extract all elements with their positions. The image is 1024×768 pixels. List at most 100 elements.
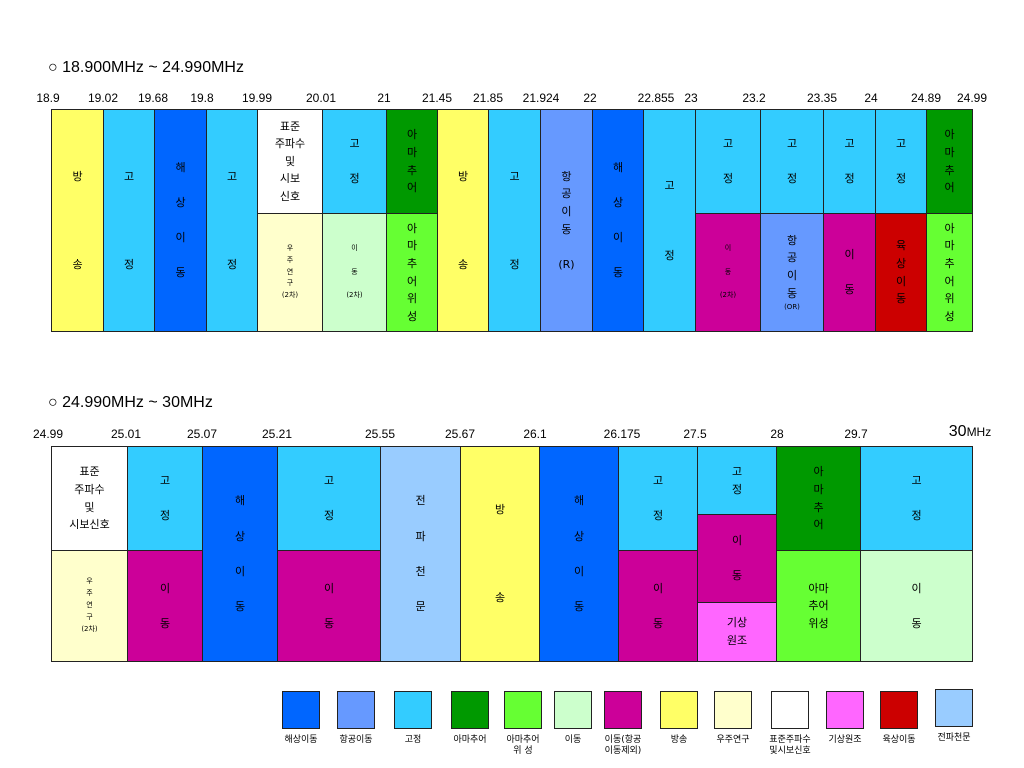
band-cell-label: 고 정 <box>652 474 664 523</box>
band-cell-label: 해 상 이 동 <box>234 494 246 613</box>
band-cell-label: 아 마 추 어 <box>406 128 418 195</box>
band-cell-label: 아 마 추 어 <box>813 465 824 532</box>
freq-label-21: 21 <box>377 91 391 105</box>
band-cell-label: 표준 주파수 및 시보 신호 <box>274 119 306 203</box>
freq-label-21-85: 21.85 <box>472 91 504 105</box>
band-cell-space: 우 주 연 구 (2차) <box>257 213 323 332</box>
band-cell-label: 우 주 연 구 (2차) <box>281 243 299 300</box>
band-cell-label: 고 정 <box>911 474 922 523</box>
freq-label-27-5: 27.5 <box>683 427 707 441</box>
band-cell-label: 아 마 추 어 <box>944 128 955 195</box>
legend-label: 우주연구 <box>716 735 750 745</box>
freq-label-21-45: 21.45 <box>421 91 453 105</box>
freq-label-23-2: 23.2 <box>742 91 766 105</box>
legend-label: 항공이동 <box>339 735 373 745</box>
band-cell-label: 방 송 <box>494 503 506 605</box>
band-cell-label: 항 공 이 동 (OR) <box>784 232 800 314</box>
band-cell-radioastro: 전 파 천 문 <box>380 446 461 662</box>
freq-label-23: 23 <box>684 91 698 105</box>
legend-swatch-maritime <box>282 691 320 729</box>
band-cell-label: 이 동 <box>731 534 743 583</box>
band-cell-aero: 항 공 이 동 (OR) <box>760 213 824 332</box>
band-cell-space: 우 주 연 구 (2차) <box>51 550 128 662</box>
legend-swatch-mobile-ex <box>604 691 642 729</box>
band-cell-amateur: 아 마 추 어 <box>386 109 438 214</box>
band-cell-label: 이 동 <box>159 581 171 630</box>
legend-swatch-std <box>771 691 809 729</box>
legend-swatch-meteo <box>826 691 864 729</box>
freq-label-25-21: 25.21 <box>261 427 293 441</box>
freq-label-25-67: 25.67 <box>444 427 476 441</box>
legend-swatch-fixed <box>394 691 432 729</box>
freq-label-18-9: 18.9 <box>36 91 60 105</box>
band-cell-fixed: 고 정 <box>643 109 696 332</box>
band-cell-label: 고 정 <box>226 169 238 271</box>
freq-label-22-855: 22.855 <box>637 91 675 105</box>
legend-swatch-aero <box>337 691 375 729</box>
legend-label: 아마추어 <box>453 735 487 745</box>
band-cell-land: 육 상 이 동 <box>875 213 927 332</box>
freq-label-25-07: 25.07 <box>186 427 218 441</box>
band-cell-fixed: 고 정 <box>488 109 541 332</box>
band-cell-label: 해 상 이 동 <box>573 494 585 613</box>
legend-label: 육상이동 <box>882 735 916 745</box>
band-cell-maritime: 해 상 이 동 <box>592 109 644 332</box>
legend-swatch-amsat <box>504 691 542 729</box>
band-cell-std: 표준 주파수 및 시보신호 <box>51 446 128 551</box>
legend-label: 이동(항공 이동제외) <box>604 735 642 756</box>
band-cell-amsat: 아마 추어 위성 <box>776 550 861 662</box>
freq-label-21-924: 21.924 <box>522 91 560 105</box>
band-cell-amsat: 아 마 추 어 위 성 <box>926 213 973 332</box>
chart1-title: ○ 18.900MHz ~ 24.990MHz <box>48 59 244 76</box>
band-cell-mobile-ex: 이 동 <box>618 550 698 662</box>
band-cell-label: 고 정 <box>509 169 520 271</box>
freq-label-26-1: 26.1 <box>523 427 547 441</box>
freq-label-29-7: 29.7 <box>844 427 868 441</box>
band-cell-label: 아 마 추 어 위 성 <box>944 221 955 323</box>
band-cell-label: 해 상 이 동 <box>612 160 624 280</box>
band-cell-maritime: 해 상 이 동 <box>154 109 207 332</box>
band-cell-amateur: 아 마 추 어 <box>926 109 973 214</box>
freq-label-28: 28 <box>770 427 784 441</box>
band-cell-label: 방 송 <box>72 169 83 271</box>
band-cell-label: 고 정 <box>786 137 798 186</box>
band-cell-label: 고 정 <box>731 464 743 496</box>
band-cell-mobile-ex: 이 동 (2차) <box>695 213 761 332</box>
legend-label: 이동 <box>564 735 582 745</box>
band-cell-mobile: 이 동 <box>860 550 973 662</box>
band-cell-label: 고 정 <box>349 137 360 186</box>
band-cell-label: 고 정 <box>123 169 135 271</box>
freq-label-30MHz: 30MHz <box>948 423 992 440</box>
band-cell-label: 이 동 <box>323 581 335 630</box>
band-cell-fixed: 고 정 <box>875 109 927 214</box>
legend-label: 고정 <box>404 735 422 745</box>
freq-label-19-8: 19.8 <box>190 91 214 105</box>
band-cell-mobile-ex: 이 동 <box>697 514 777 603</box>
legend-swatch-mobile <box>554 691 592 729</box>
band-cell-label: 고 정 <box>664 178 675 262</box>
freq-label-19-68: 19.68 <box>137 91 169 105</box>
freq-label-24-99: 24.99 <box>32 427 64 441</box>
band-cell-aero: 항 공 이 동 (R) <box>540 109 593 332</box>
chart2-title: ○ 24.990MHz ~ 30MHz <box>48 394 213 411</box>
band-cell-fixed: 고 정 <box>697 446 777 515</box>
band-cell-label: 고 정 <box>323 474 335 523</box>
band-cell-label: 이 동 <box>652 581 664 630</box>
band-cell-label: 표준 주파수 및 시보신호 <box>69 465 110 532</box>
legend-label: 전파천문 <box>937 733 971 743</box>
band-cell-mobile-ex: 이 동 <box>277 550 381 662</box>
band-cell-broadcast: 방 송 <box>437 109 489 332</box>
legend-swatch-amateur <box>451 691 489 729</box>
band-cell-label: 기상 원조 <box>726 616 748 647</box>
band-cell-label: 육 상 이 동 <box>895 239 907 306</box>
band-cell-label: 고 정 <box>895 137 907 186</box>
band-cell-label: 이 동 <box>911 581 922 630</box>
freq-label-25-55: 25.55 <box>364 427 396 441</box>
freq-label-22: 22 <box>583 91 597 105</box>
band-cell-broadcast: 방 송 <box>460 446 540 662</box>
band-cell-maritime: 해 상 이 동 <box>539 446 619 662</box>
freq-label-20-01: 20.01 <box>305 91 337 105</box>
band-cell-fixed: 고 정 <box>760 109 824 214</box>
band-cell-maritime: 해 상 이 동 <box>202 446 278 662</box>
band-cell-fixed: 고 정 <box>695 109 761 214</box>
